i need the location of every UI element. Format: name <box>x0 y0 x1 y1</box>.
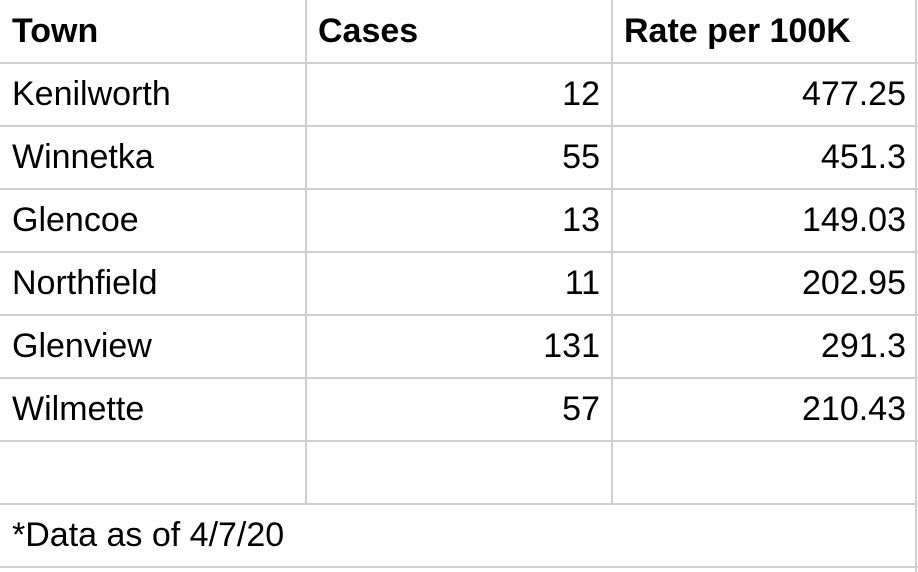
header-cell: Town <box>12 12 99 50</box>
number-cell: 11 <box>564 264 600 302</box>
header-cell: Rate per 100K <box>624 12 851 50</box>
header-cell: Cases <box>318 12 419 50</box>
town-cell: Wilmette <box>12 390 145 428</box>
number-cell: 12 <box>562 75 600 113</box>
grid-line <box>0 503 918 505</box>
number-cell: 210.43 <box>802 390 906 428</box>
number-cell: 13 <box>562 201 600 239</box>
grid-line <box>0 566 918 568</box>
number-cell: 291.3 <box>820 327 906 365</box>
grid-line <box>0 62 918 64</box>
number-cell: 131 <box>543 327 600 365</box>
grid-line <box>0 314 918 316</box>
grid-line <box>0 377 918 379</box>
number-cell: 451.3 <box>820 138 906 176</box>
town-cell: Kenilworth <box>12 75 171 113</box>
number-cell: 202.95 <box>802 264 906 302</box>
number-cell: 149.03 <box>802 201 906 239</box>
grid-line <box>0 188 918 190</box>
town-cell: Glencoe <box>12 201 139 239</box>
grid-line <box>0 125 918 127</box>
town-cell: Northfield <box>12 264 158 302</box>
grid-line <box>611 0 613 504</box>
footnote: *Data as of 4/7/20 <box>12 516 285 554</box>
grid-line <box>915 0 917 572</box>
town-cell: Winnetka <box>12 138 154 176</box>
number-cell: 55 <box>562 138 600 176</box>
grid-line <box>0 251 918 253</box>
number-cell: 57 <box>562 390 600 428</box>
grid-line <box>0 440 918 442</box>
number-cell: 477.25 <box>802 75 906 113</box>
town-cell: Glenview <box>12 327 152 365</box>
grid-line <box>305 0 307 504</box>
